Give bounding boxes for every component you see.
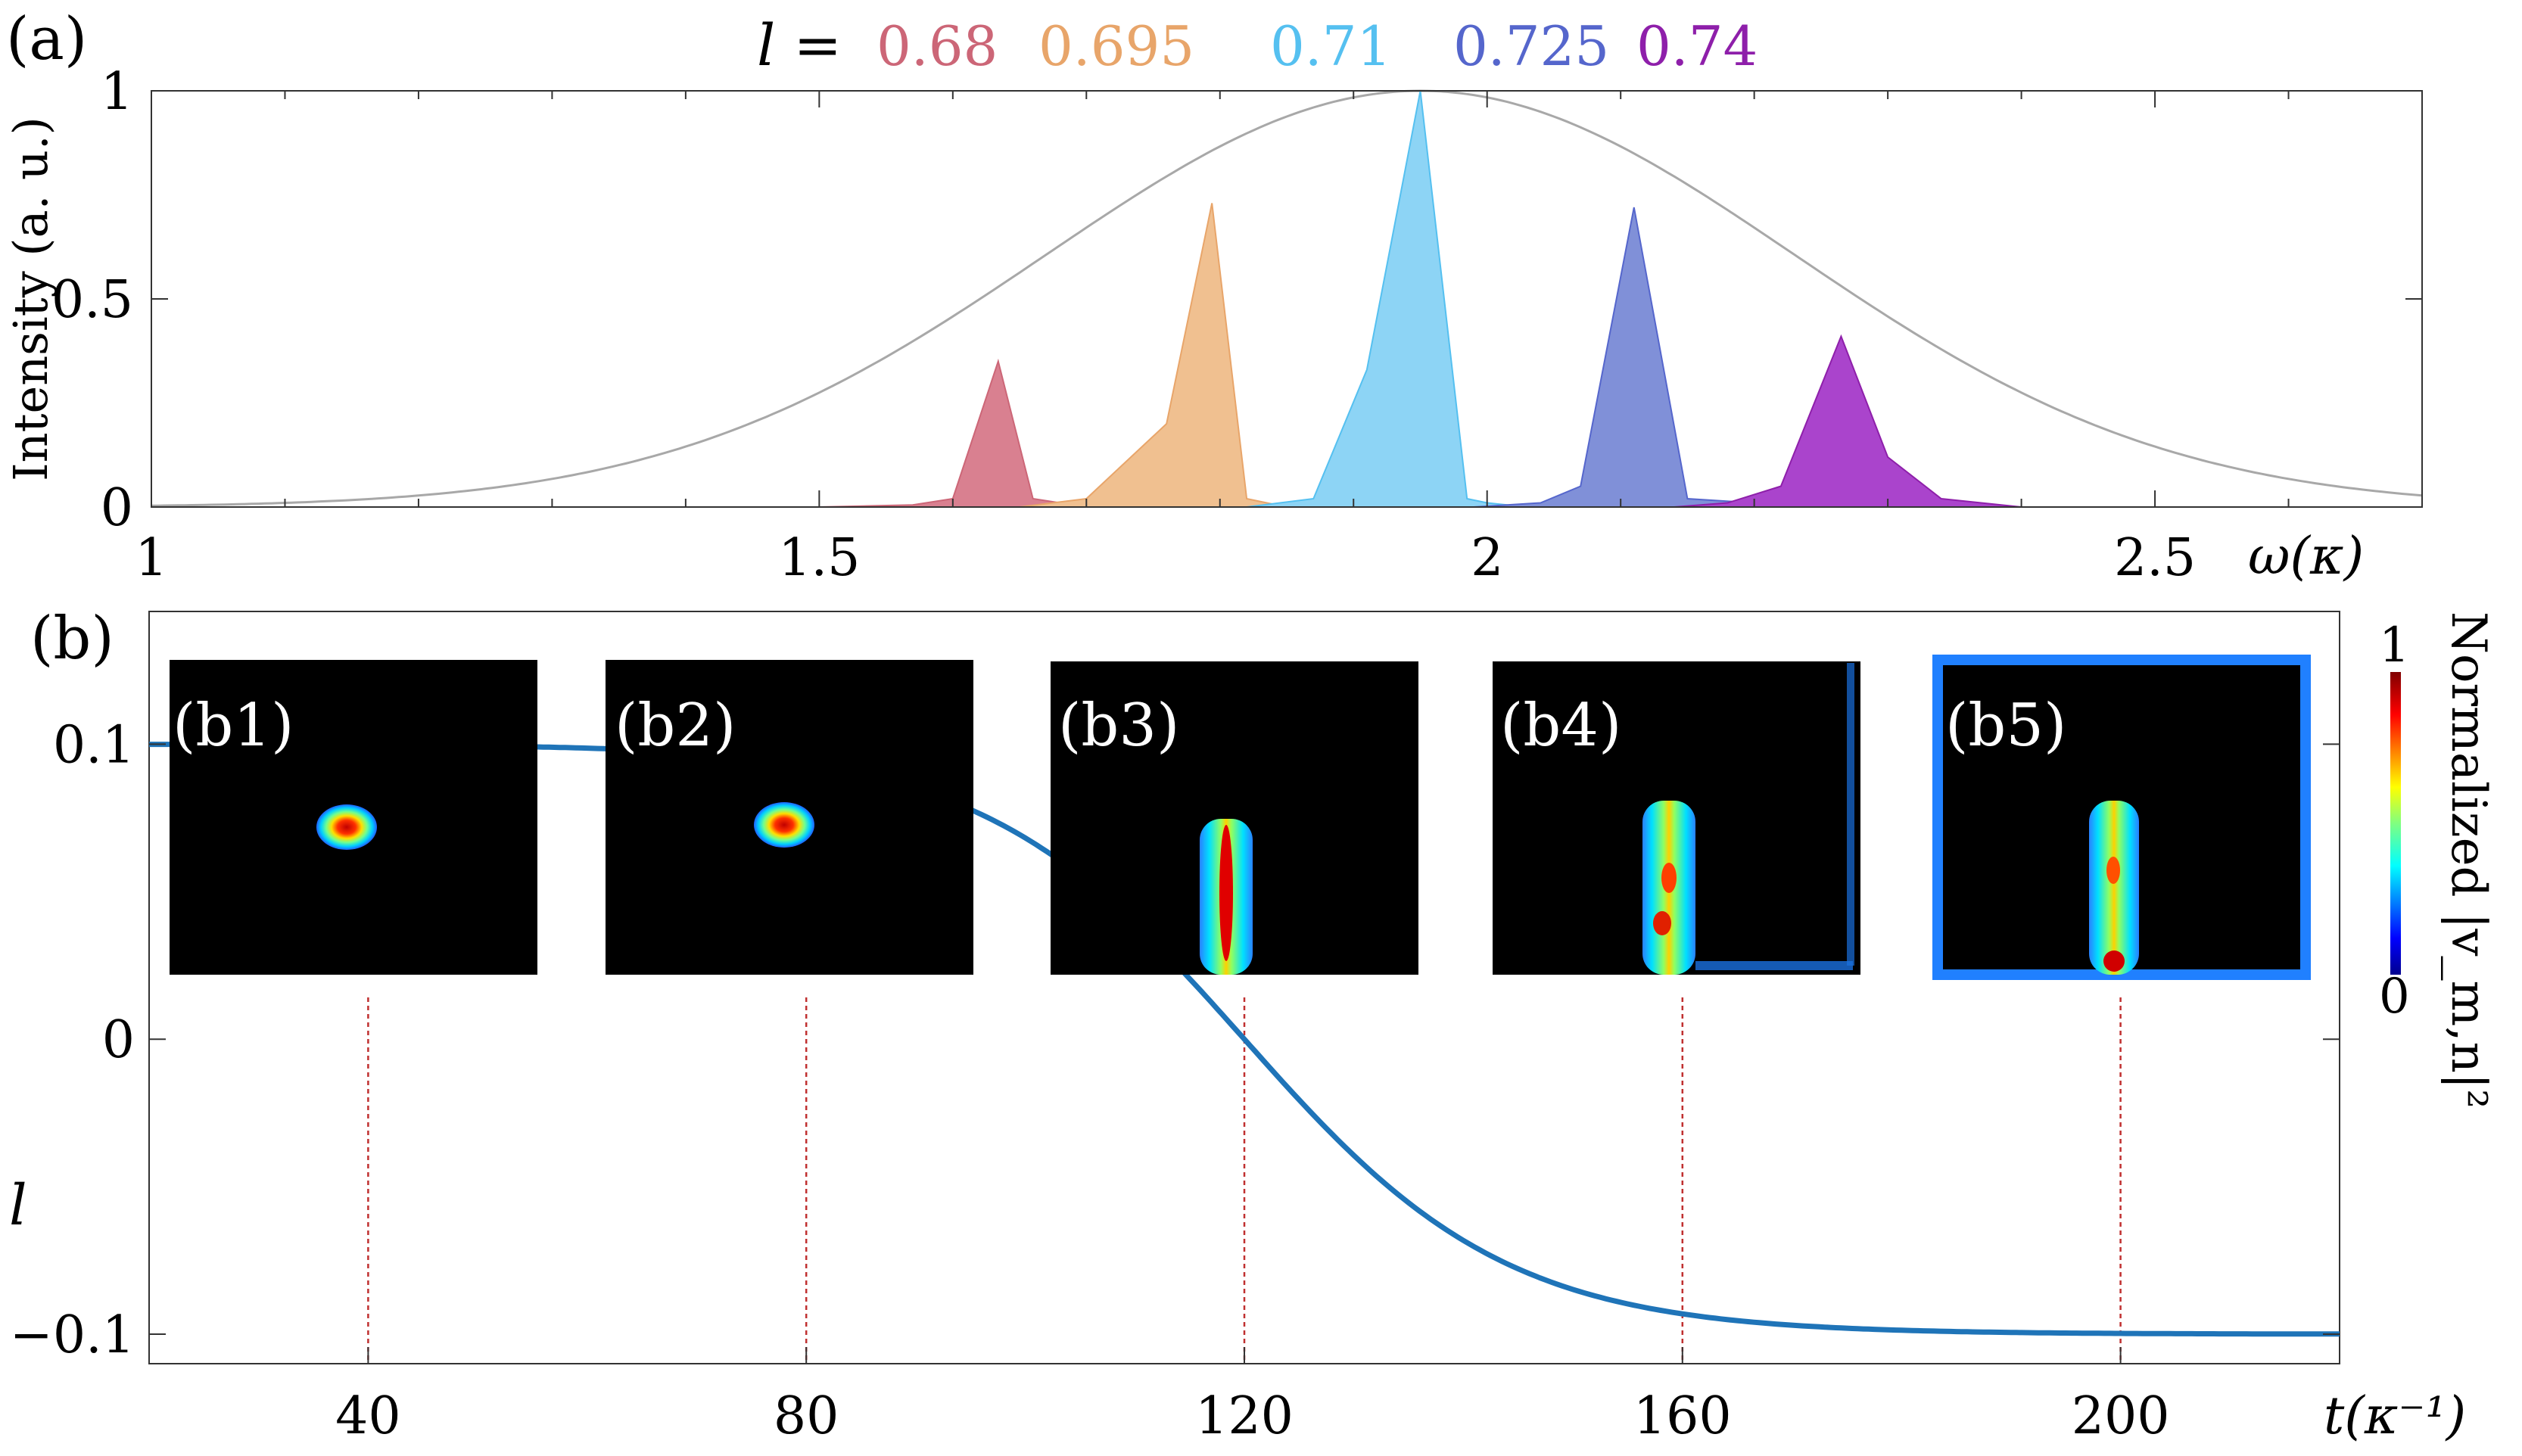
axis-ticks-a: 1 1.5 2 2.5 0 0.5 1	[51, 62, 2422, 588]
colorbar-label: Normalized |v_m,n|²	[2440, 611, 2496, 1109]
snapshot-b2: (b2)	[606, 660, 973, 975]
snapshot-label-b2: (b2)	[615, 692, 736, 760]
x-tick-label-a-2: 2	[1471, 528, 1503, 588]
legend-entry-1: 0.695	[1038, 14, 1194, 78]
colorbar: 1 0 Normalized |v_m,n|²	[2379, 611, 2496, 1109]
snapshot-label-b4: (b4)	[1500, 692, 1621, 760]
peaks	[819, 90, 2022, 508]
snapshot-b1: (b1)	[170, 660, 537, 975]
legend-entry-2: 0.71	[1270, 14, 1391, 78]
snapshot-label-b1: (b1)	[173, 692, 294, 760]
legend: 0.68 0.695 0.71 0.725 0.74	[876, 14, 1758, 78]
x-axis-label-b: t(κ⁻¹)	[2324, 1386, 2466, 1446]
snapshot-b3: (b3)	[1051, 661, 1418, 975]
colorbar-max-label: 1	[2379, 618, 2410, 674]
x-tick-label-a-3: 2.5	[2114, 528, 2196, 588]
axis-ticks-b: 40 80 120 160 200 0.1 0 −0.1	[10, 715, 2340, 1446]
envelope-line	[151, 89, 2423, 507]
x-tick-label-b-1: 80	[774, 1386, 839, 1446]
x-tick-label-a-0: 1	[135, 528, 167, 588]
snapshot-b5: (b5)	[1932, 655, 2311, 980]
panel-b: 40 80 120 160 200 0.1 0 −0.1 t(κ⁻¹) l (b1) (b2)…	[9, 611, 2496, 1446]
y-axis-label-a: Intensity (a. u.)	[3, 117, 58, 481]
y-tick-label-a-1: 0.5	[51, 270, 133, 330]
x-axis-label-a: ω(κ)	[2248, 527, 2364, 586]
y-tick-label-b-0: 0.1	[53, 715, 135, 775]
snapshot-label-b5: (b5)	[1945, 692, 2066, 760]
peak-1	[1019, 203, 1287, 508]
peak-0	[819, 358, 1087, 508]
y-tick-label-a-0: 0	[101, 478, 133, 538]
legend-entry-4: 0.74	[1636, 14, 1758, 78]
peak-2	[1246, 90, 1527, 508]
peak-4	[1674, 334, 2022, 508]
x-tick-label-b-0: 40	[335, 1386, 401, 1446]
y-tick-label-b-1: 0	[102, 1010, 135, 1070]
y-tick-label-b-2: −0.1	[10, 1305, 135, 1365]
y-axis-label-b: l	[9, 1173, 27, 1238]
time-markers	[367, 997, 2122, 1364]
panel-a: l = 0.68 0.695 0.71 0.725 0.74 1 1.5 2 2.500.51…	[3, 11, 2423, 588]
x-tick-label-b-4: 200	[2072, 1386, 2170, 1446]
x-tick-label-b-2: 120	[1195, 1386, 1294, 1446]
legend-prefix: l =	[757, 11, 842, 79]
colorbar-min-label: 0	[2379, 969, 2410, 1025]
panel-b-label: (b)	[30, 605, 114, 673]
x-tick-label-b-3: 160	[1633, 1386, 1732, 1446]
x-tick-label-a-1: 1.5	[778, 528, 860, 588]
peak-3	[1474, 207, 1795, 508]
legend-entry-0: 0.68	[876, 14, 998, 78]
y-tick-label-a-2: 1	[101, 62, 133, 122]
legend-entry-3: 0.725	[1453, 14, 1609, 78]
snapshot-label-b3: (b3)	[1058, 692, 1179, 760]
envelope-curve	[151, 89, 2423, 507]
panel-a-label: (a)	[6, 5, 87, 73]
axes-frame-a	[151, 90, 2423, 508]
snapshot-b4: (b4)	[1493, 661, 1860, 975]
